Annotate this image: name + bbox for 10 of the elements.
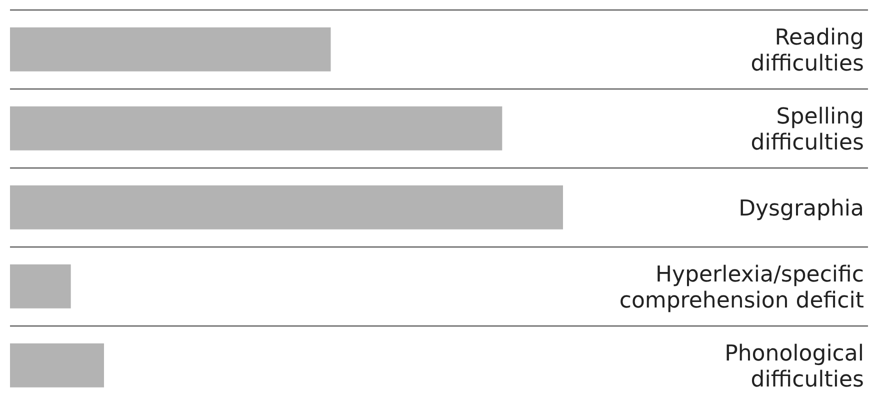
- y-tick-label: Spelling difficulties: [750, 104, 864, 156]
- y-tick-label: Dysgraphia: [738, 196, 864, 222]
- y-tick-label: Hyperlexia/specific comprehension deficit: [619, 262, 864, 314]
- bar: [10, 106, 502, 150]
- y-tick-label: Phonological difficulties: [724, 342, 864, 392]
- bar: [10, 264, 71, 308]
- bar: [10, 27, 331, 72]
- y-tick-label: Reading difficulties: [750, 26, 864, 76]
- bar: [10, 343, 104, 388]
- bar: [10, 185, 563, 230]
